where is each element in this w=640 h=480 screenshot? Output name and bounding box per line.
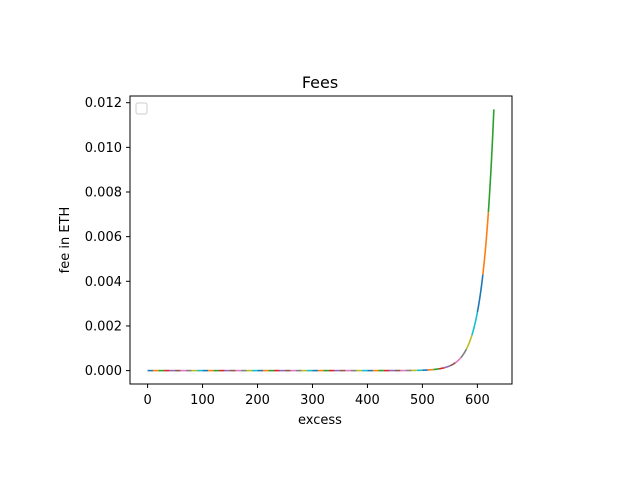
curve-segment: [433, 368, 440, 371]
y-tick-label: 0.002: [85, 319, 122, 334]
curve-segment: [471, 312, 479, 336]
x-tick-label: 400: [355, 393, 380, 408]
curve-segment: [438, 366, 445, 370]
curve-segment: [454, 357, 462, 364]
y-tick-label: 0.006: [85, 230, 122, 245]
x-tick-label: 300: [300, 393, 325, 408]
y-tick-label: 0.012: [85, 96, 122, 111]
curve-segment: [476, 274, 484, 313]
curve-segment: [449, 362, 456, 367]
x-tick-label: 200: [245, 393, 270, 408]
x-tick-label: 600: [465, 393, 490, 408]
curve-segment: [444, 365, 451, 369]
x-tick-label: 500: [410, 393, 435, 408]
x-tick-label: 100: [190, 393, 215, 408]
legend: [135, 102, 148, 115]
x-axis-label: excess: [298, 413, 342, 428]
y-axis-label: fee in ETH: [58, 207, 73, 274]
y-tick-label: 0.000: [85, 364, 122, 379]
y-tick-label: 0.010: [85, 141, 122, 156]
fee-curve: [147, 109, 495, 372]
chart-title: Fees: [302, 73, 338, 92]
plot-area-frame: [129, 95, 513, 385]
legend-box[interactable]: [135, 102, 148, 115]
x-axis-ticks: 0 100 200 300 400 500 600: [143, 384, 490, 408]
y-tick-label: 0.008: [85, 186, 122, 201]
x-tick-label: 0: [143, 393, 151, 408]
curve-segment: [465, 335, 473, 350]
curve-segment: [482, 212, 490, 275]
curve-segment: [487, 109, 495, 213]
curve-segment: [460, 348, 468, 359]
y-axis-ticks: 0.000 0.002 0.004 0.006 0.008 0.010 0.012: [85, 96, 130, 379]
y-tick-label: 0.004: [85, 275, 122, 290]
